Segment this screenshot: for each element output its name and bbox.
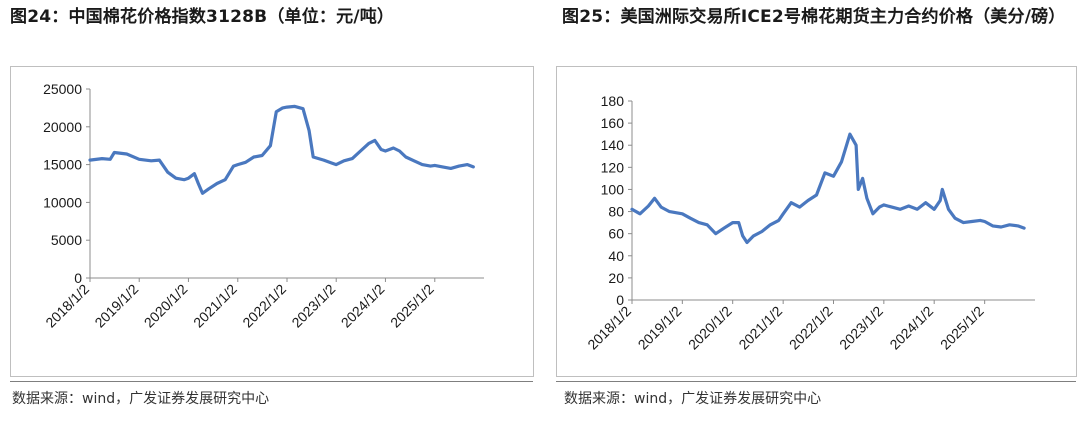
chart-title: 图25：美国洲际交易所ICE2号棉花期货主力合约价格（美分/磅）: [562, 7, 1066, 27]
series-line: [630, 132, 1026, 245]
divider: [10, 381, 533, 382]
y-tick-label: 0: [74, 270, 82, 286]
x-tick-label: 2025/1/2: [387, 281, 437, 331]
chart-frame: [556, 66, 1077, 377]
x-tick-label: 2023/1/2: [836, 303, 886, 353]
y-tick-label: 80: [608, 204, 624, 220]
y-tick-label: 100: [601, 181, 625, 197]
divider: [556, 381, 1076, 382]
line-chart-china-cotton-index: 0 5000 10000 15000 20000 25000 2018/1/2 2019/1/…: [42, 81, 484, 331]
chart-panel-ice-cotton-futures: 图25：美国洲际交易所ICE2号棉花期货主力合约价格（美分/磅） 0 20 40 60…: [552, 0, 1080, 421]
y-tick-label: 25000: [43, 81, 82, 97]
x-tick-label: 2023/1/2: [288, 281, 338, 331]
x-tick-label: 2024/1/2: [338, 281, 388, 331]
line-chart-ice-cotton-futures: 0 20 40 60 80 100 120 140 160 180 2018/1/2 2019/1/2…: [584, 93, 1035, 353]
x-tick-label: 2019/1/2: [635, 303, 685, 353]
chart-title: 图24：中国棉花价格指数3128B（单位：元/吨）: [10, 7, 395, 27]
source-note: 数据来源：wind，广发证券发展研究中心: [564, 391, 822, 407]
x-tick-label: 2020/1/2: [141, 281, 191, 331]
x-tick-label: 2024/1/2: [886, 303, 936, 353]
y-tick-label: 0: [616, 292, 624, 308]
source-note: 数据来源：wind，广发证券发展研究中心: [12, 391, 270, 407]
y-tick-label: 15000: [43, 157, 82, 173]
y-tick-label: 60: [608, 226, 624, 242]
chart-panel-china-cotton-index: 图24：中国棉花价格指数3128B（单位：元/吨） 0 5000 10000 1500…: [0, 0, 535, 421]
series-line: [88, 104, 475, 195]
x-tick-label: 2019/1/2: [91, 281, 141, 331]
y-tick-label: 180: [601, 93, 625, 109]
x-tick-label: 2021/1/2: [190, 281, 240, 331]
y-tick-label: 120: [601, 159, 625, 175]
x-tick-label: 2022/1/2: [239, 281, 289, 331]
chart-frame: [10, 66, 534, 377]
y-tick-label: 5000: [51, 232, 82, 248]
x-tick-label: 2025/1/2: [937, 303, 987, 353]
y-tick-label: 140: [601, 137, 625, 153]
x-tick-label: 2018/1/2: [42, 281, 92, 331]
y-tick-label: 160: [601, 115, 625, 131]
x-tick-label: 2021/1/2: [735, 303, 785, 353]
y-tick-label: 20: [608, 270, 624, 286]
y-tick-label: 10000: [43, 194, 82, 210]
x-tick-label: 2022/1/2: [786, 303, 836, 353]
y-tick-label: 20000: [43, 119, 82, 135]
x-tick-label: 2020/1/2: [685, 303, 735, 353]
y-tick-label: 40: [608, 248, 624, 264]
x-tick-label: 2018/1/2: [584, 303, 634, 353]
